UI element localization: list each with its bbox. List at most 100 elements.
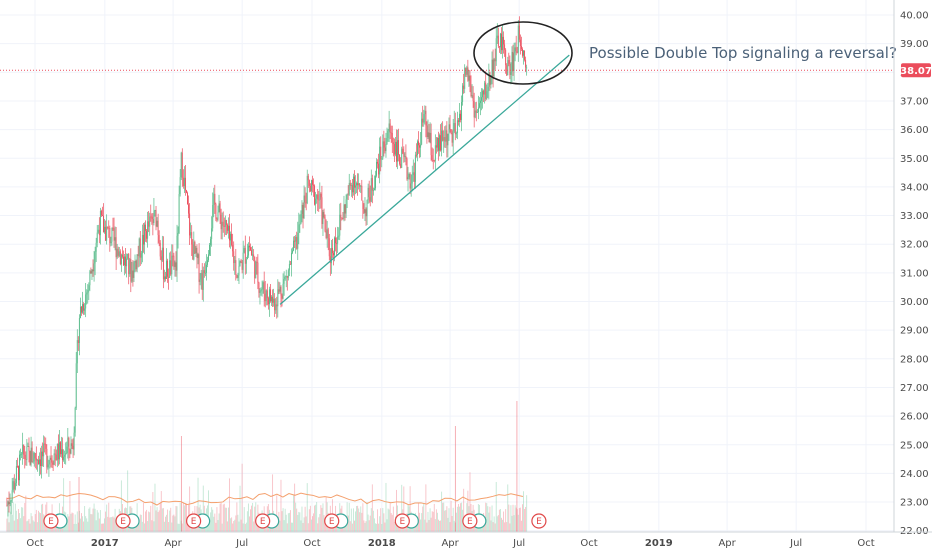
volume-bar	[173, 514, 175, 532]
candle-body	[262, 282, 264, 290]
volume-bar	[13, 520, 15, 532]
time-tick-label: Jul	[789, 538, 802, 549]
trendline[interactable]	[279, 54, 570, 305]
earnings-marker-label: E	[329, 517, 335, 527]
volume-bar	[373, 518, 375, 532]
volume-bar	[352, 508, 354, 532]
candle-body	[366, 200, 368, 217]
volume-bar	[513, 515, 515, 532]
volume-bar	[144, 523, 145, 532]
volume-bar	[70, 513, 72, 532]
earnings-marker[interactable]	[186, 513, 202, 529]
volume-bar	[224, 507, 226, 532]
volume-bar	[369, 515, 371, 532]
volume-bar	[497, 515, 499, 532]
volume-bar	[310, 519, 312, 532]
candle-body	[195, 247, 197, 254]
candle-body	[240, 261, 242, 263]
earnings-marker[interactable]	[115, 513, 131, 529]
candle-body	[433, 160, 435, 162]
double-top-circle[interactable]	[473, 21, 573, 85]
candle-body	[52, 462, 54, 465]
price-tick-label: 36.00	[900, 125, 929, 136]
candle-body	[304, 195, 306, 203]
volume-bar	[456, 506, 458, 532]
candle-body	[107, 226, 109, 228]
volume-bar	[306, 483, 308, 532]
candle-body	[394, 141, 396, 155]
candle-body	[512, 51, 514, 71]
candle-body	[358, 183, 360, 186]
earnings-marker[interactable]	[324, 513, 340, 529]
volume-bar	[212, 509, 214, 532]
candle-body	[365, 209, 367, 217]
candle-body	[96, 232, 98, 243]
volume-bar	[252, 502, 254, 532]
volume-bar	[67, 514, 69, 532]
time-axis[interactable]: Oct 2017 Apr Jul Oct 2018 Apr Jul Oct 2019 Apr Jul O…	[0, 531, 932, 549]
candle-body	[419, 145, 421, 148]
candle-body	[175, 262, 177, 271]
earnings-marker[interactable]	[462, 513, 478, 529]
candle-body	[84, 308, 86, 311]
candle-body	[457, 120, 459, 122]
candle-body	[464, 67, 466, 89]
volume-bar	[498, 509, 500, 532]
volume-bar	[319, 513, 321, 532]
candle-body	[522, 49, 523, 56]
annotation-text[interactable]: Possible Double Top signaling a reversal…	[589, 44, 897, 62]
volume-bar	[74, 514, 76, 532]
candle-body	[161, 247, 163, 261]
time-tick-label: 2019	[645, 538, 673, 549]
volume-bar	[315, 504, 317, 532]
candle-body	[114, 237, 116, 241]
candle-body	[270, 289, 271, 302]
volume-bar	[154, 483, 156, 532]
price-axis[interactable]: 22.0023.0024.0025.0026.0027.0028.0029.00…	[893, 0, 932, 537]
volume-bar	[215, 522, 217, 532]
candle-body	[263, 282, 265, 294]
candle-body	[18, 466, 19, 481]
drawing-overlays[interactable]: Possible Double Top signaling a reversal…	[0, 21, 897, 305]
volume-bar	[291, 522, 292, 532]
volume-bar	[388, 509, 390, 532]
volume-bar	[455, 512, 457, 532]
candle-body	[397, 140, 398, 162]
earnings-marker[interactable]	[531, 513, 547, 529]
volume-bar	[403, 486, 405, 532]
earnings-marker[interactable]	[255, 513, 271, 529]
candle-body	[42, 451, 44, 457]
candle-body	[451, 133, 453, 143]
volume-bar	[106, 504, 108, 532]
volume-bar	[211, 507, 213, 532]
volume-bar	[439, 520, 440, 532]
volume-bar	[163, 521, 165, 532]
candle-body	[139, 238, 141, 258]
candle-body	[6, 504, 8, 506]
candle-body	[169, 260, 171, 278]
candle-body	[456, 120, 458, 134]
volume-bar	[155, 510, 157, 532]
candle-body	[271, 296, 272, 302]
candle-body	[386, 138, 388, 145]
candle-body	[484, 82, 486, 95]
volume-bar	[401, 484, 403, 532]
earnings-marker[interactable]	[394, 513, 410, 529]
candle-body	[425, 110, 427, 126]
volume-bar	[221, 523, 223, 532]
candle-body	[347, 194, 349, 196]
candle-body	[286, 276, 288, 278]
candle-body	[129, 259, 131, 275]
candle-body	[309, 185, 311, 192]
candle-body	[523, 50, 524, 56]
earnings-marker[interactable]	[43, 513, 59, 529]
candle-body	[158, 235, 160, 243]
volume-bar	[441, 491, 443, 532]
candle-body	[117, 248, 119, 256]
volume-bar	[485, 502, 487, 532]
candle-body	[351, 185, 353, 193]
candle-body	[66, 446, 68, 454]
volume-bar	[519, 507, 521, 532]
